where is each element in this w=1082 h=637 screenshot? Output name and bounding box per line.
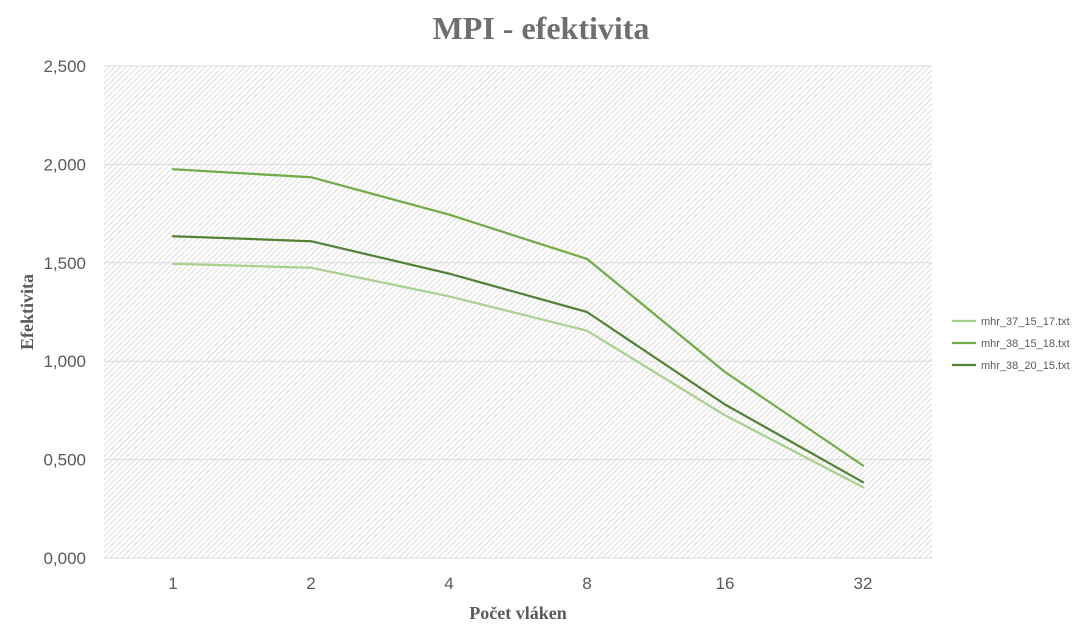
x-tick-label: 8 — [582, 574, 591, 593]
series-line-3 — [171, 235, 865, 484]
y-tick-label: 1,500 — [43, 254, 86, 273]
legend-label: mhr_37_15_17.txt — [981, 316, 1070, 328]
gridlines — [104, 65, 932, 559]
legend: mhr_37_15_17.txt mhr_38_15_18.txt mhr_38_2… — [952, 316, 1070, 372]
y-axis-ticks: 0,000 0,500 1,000 1,500 2,000 2,500 — [43, 57, 86, 568]
y-tick-label: 1,000 — [43, 352, 86, 371]
x-tick-label: 4 — [444, 574, 453, 593]
series-line-1 — [171, 262, 865, 489]
y-tick-label: 2,500 — [43, 57, 86, 76]
x-axis-title: Počet vláken — [469, 603, 566, 623]
x-axis-ticks: 1 2 4 8 16 32 — [168, 574, 872, 593]
x-tick-label: 1 — [168, 574, 177, 593]
series-lines — [171, 168, 865, 489]
legend-label: mhr_38_15_18.txt — [981, 338, 1070, 350]
y-tick-label: 0,000 — [43, 549, 86, 568]
y-axis-title: Efektivita — [17, 274, 37, 350]
y-tick-label: 2,000 — [43, 155, 86, 174]
chart-title: MPI - efektivita — [433, 10, 650, 46]
plot-area — [104, 66, 932, 558]
x-tick-label: 16 — [716, 574, 735, 593]
y-tick-label: 0,500 — [43, 451, 86, 470]
legend-label: mhr_38_20_15.txt — [981, 360, 1070, 372]
x-tick-label: 2 — [306, 574, 315, 593]
series-line-2 — [171, 168, 865, 467]
x-tick-label: 32 — [854, 574, 873, 593]
